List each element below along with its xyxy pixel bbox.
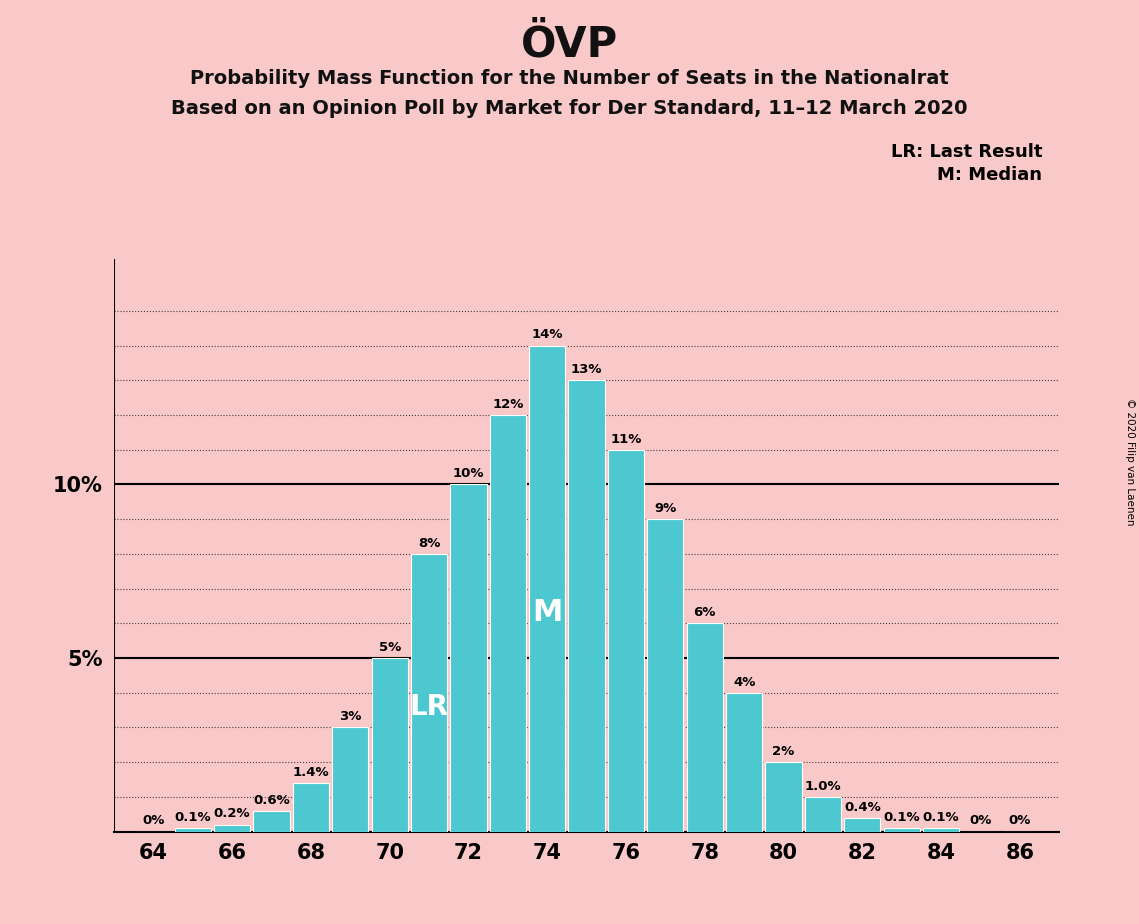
Text: LR: LR [410,693,449,721]
Bar [530,346,565,832]
Bar [765,762,802,832]
Text: 6%: 6% [694,606,716,619]
Text: LR: Last Result: LR: Last Result [891,143,1042,161]
Bar [411,553,448,832]
Text: 0.1%: 0.1% [884,811,920,824]
Text: 0%: 0% [969,814,992,827]
Text: © 2020 Filip van Laenen: © 2020 Filip van Laenen [1125,398,1134,526]
Bar [214,824,251,832]
Text: 0.4%: 0.4% [844,800,880,813]
Text: 8%: 8% [418,537,440,550]
Text: 13%: 13% [571,363,603,376]
Text: 4%: 4% [734,675,755,688]
Text: 3%: 3% [339,711,361,723]
Text: 0%: 0% [1009,814,1031,827]
Text: M: M [532,599,563,627]
Bar [568,381,605,832]
Text: Probability Mass Function for the Number of Seats in the Nationalrat: Probability Mass Function for the Number… [190,69,949,89]
Text: 0.1%: 0.1% [174,811,211,824]
Text: 11%: 11% [611,432,641,445]
Bar [293,783,329,832]
Text: 12%: 12% [492,398,524,411]
Bar [647,519,683,832]
Text: 0%: 0% [142,814,164,827]
Bar [726,693,762,832]
Text: 0.6%: 0.6% [253,794,289,807]
Bar [884,828,920,832]
Bar [333,727,368,832]
Text: Based on an Opinion Poll by Market for Der Standard, 11–12 March 2020: Based on an Opinion Poll by Market for D… [171,99,968,118]
Text: 10%: 10% [452,468,484,480]
Bar [608,450,644,832]
Bar [687,624,723,832]
Text: 14%: 14% [532,328,563,341]
Text: 1.0%: 1.0% [804,780,842,793]
Text: 5%: 5% [378,641,401,654]
Text: 0.2%: 0.2% [214,808,251,821]
Text: 2%: 2% [772,745,795,758]
Bar [371,658,408,832]
Bar [490,415,526,832]
Bar [923,828,959,832]
Text: 9%: 9% [654,502,677,515]
Text: 0.1%: 0.1% [923,811,959,824]
Bar [174,828,211,832]
Bar [844,818,880,832]
Bar [450,484,486,832]
Bar [805,796,841,832]
Text: 1.4%: 1.4% [293,766,329,779]
Text: ÖVP: ÖVP [521,23,618,65]
Text: M: Median: M: Median [937,166,1042,184]
Bar [253,810,289,832]
